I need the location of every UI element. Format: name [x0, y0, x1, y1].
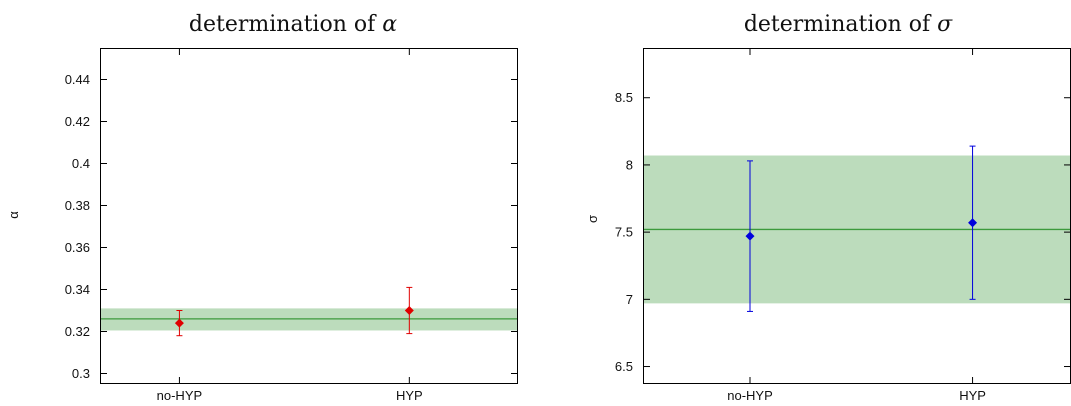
- x-tick-label: HYP: [959, 388, 986, 403]
- y-tick-label: 0.44: [65, 72, 90, 87]
- chart-panel-alpha: determination of α α 0.3 0.32 0.34 0.36 0.38…: [6, 12, 518, 403]
- band-layer: [643, 155, 1071, 304]
- y-axis-label: σ: [585, 215, 600, 223]
- diamond-marker: [745, 231, 755, 241]
- diamond-marker: [968, 218, 978, 228]
- x-tick-label: no-HYP: [727, 388, 773, 403]
- y-tick-label: 0.32: [65, 324, 90, 339]
- y-tick-label: 0.34: [65, 282, 90, 297]
- y-tick-label: 0.4: [72, 156, 90, 171]
- plot-frame: [100, 48, 518, 384]
- data-point-hyp: [968, 145, 978, 300]
- diamond-marker: [404, 306, 414, 315]
- band-layer: [100, 308, 518, 331]
- chart-title: determination of α: [189, 12, 397, 37]
- data-point-no-hyp: [745, 160, 755, 312]
- y-tick-label: 0.38: [65, 198, 90, 213]
- point-layer: [745, 145, 978, 312]
- y-axis-label: α: [6, 211, 21, 219]
- y-tick-label: 0.36: [65, 240, 90, 255]
- y-tick-label: 8: [626, 157, 633, 172]
- chart-title: determination of σ: [744, 12, 953, 37]
- tick-layer: 6.5 7 7.5 8 8.5 no-HYP HYP: [615, 48, 1071, 403]
- y-tick-label: 7: [626, 292, 633, 307]
- y-tick-label: 0.42: [65, 114, 90, 129]
- y-tick-label: 6.5: [615, 359, 633, 374]
- plot-border: [100, 48, 518, 384]
- y-tick-label: 8.5: [615, 90, 633, 105]
- x-tick-label: no-HYP: [157, 388, 203, 403]
- y-tick-label: 0.3: [72, 366, 90, 381]
- data-point-no-hyp: [174, 310, 184, 337]
- chart-panel-sigma: determination of σ σ 6.5 7 7.5 8 8.5 no-HYP HY…: [585, 12, 1071, 403]
- data-point-hyp: [404, 286, 414, 335]
- x-tick-label: HYP: [396, 388, 423, 403]
- tick-layer: 0.3 0.32 0.34 0.36 0.38 0.4 0.42 0.44 no-HYP HYP: [65, 48, 518, 403]
- point-layer: [174, 286, 414, 337]
- y-tick-label: 7.5: [615, 225, 633, 240]
- diamond-marker: [174, 318, 184, 328]
